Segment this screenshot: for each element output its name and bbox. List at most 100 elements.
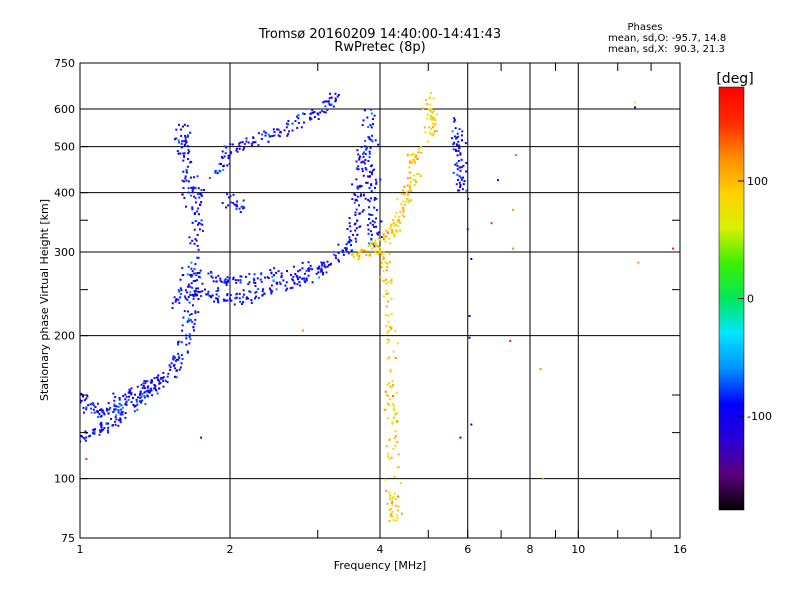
echo-point: [432, 97, 435, 100]
echo-point: [178, 290, 181, 293]
echo-point: [177, 298, 180, 301]
echo-point: [406, 153, 409, 156]
echo-point: [429, 133, 432, 136]
echo-point: [393, 404, 396, 407]
echo-point: [381, 235, 384, 238]
echo-point: [238, 207, 241, 210]
echo-point: [370, 112, 373, 115]
echo-point: [392, 496, 395, 499]
echo-point: [242, 289, 245, 292]
echo-point: [417, 147, 420, 150]
echo-point: [218, 169, 221, 172]
echo-point: [197, 187, 200, 190]
echo-point: [408, 161, 411, 164]
echo-point: [179, 128, 182, 131]
echo-point: [184, 136, 187, 139]
echo-point: [334, 99, 337, 102]
echo-point: [271, 134, 274, 137]
echo-point: [415, 181, 418, 184]
echo-point: [346, 228, 349, 231]
echo-point: [366, 224, 369, 227]
echo-point: [243, 142, 246, 145]
echo-point: [369, 254, 372, 257]
echo-point: [107, 402, 110, 405]
echo-point: [461, 130, 464, 133]
echo-point: [398, 215, 401, 218]
echo-point: [197, 275, 200, 278]
echo-point: [389, 514, 392, 517]
echo-point: [333, 253, 336, 256]
echo-point: [376, 233, 379, 236]
echo-point: [206, 293, 209, 296]
echo-point: [140, 395, 143, 398]
echo-point: [184, 297, 187, 300]
echo-point: [130, 393, 133, 396]
plot-grid: [80, 63, 680, 538]
echo-point: [139, 392, 142, 395]
echo-point: [381, 279, 384, 282]
echo-point: [194, 310, 197, 313]
echo-point: [459, 184, 462, 187]
y-axis-label: Stationary phase Virtual Height [km]: [38, 199, 51, 401]
echo-point: [184, 205, 187, 208]
echo-point: [415, 172, 418, 175]
echo-point: [190, 267, 193, 270]
echo-point: [291, 286, 294, 289]
echo-point: [296, 126, 299, 129]
echo-point: [176, 150, 179, 153]
echo-point: [431, 118, 434, 121]
echo-point: [102, 428, 105, 431]
echo-point: [114, 420, 117, 423]
echo-point: [388, 520, 391, 523]
echo-point: [380, 220, 383, 223]
echo-point: [361, 167, 364, 170]
echo-point: [182, 186, 185, 189]
echo-point: [458, 181, 461, 184]
echo-point: [147, 390, 150, 393]
echo-point: [180, 362, 183, 365]
echo-point: [358, 185, 361, 188]
echo-point: [454, 148, 457, 151]
echo-point: [78, 438, 80, 440]
echo-point: [189, 176, 192, 179]
echo-point: [92, 408, 95, 411]
echo-point: [260, 272, 263, 275]
echo-point: [245, 137, 248, 140]
echo-point: [105, 422, 108, 425]
echo-point: [368, 136, 371, 139]
echo-point: [394, 444, 397, 447]
echo-point: [383, 251, 386, 254]
echo-point: [183, 295, 186, 298]
echo-point: [144, 382, 147, 385]
echo-point: [264, 131, 267, 134]
echo-point: [413, 158, 416, 161]
echo-point: [183, 156, 186, 159]
echo-point: [139, 397, 142, 400]
echo-point: [297, 114, 300, 117]
echo-point: [252, 281, 255, 284]
echo-point: [291, 129, 294, 132]
echo-point: [373, 206, 376, 209]
echo-point: [391, 504, 394, 507]
echo-point: [422, 107, 425, 110]
echo-point: [125, 403, 128, 406]
echo-point: [392, 409, 395, 412]
echo-point: [250, 142, 253, 145]
x-tick-label: 2: [227, 543, 234, 556]
echo-point: [388, 398, 391, 401]
echo-point: [82, 406, 85, 409]
echo-point: [175, 369, 178, 372]
x-axis-ticks: 1 2 4 6 8 10 16: [77, 63, 687, 556]
echo-point: [291, 122, 294, 125]
echo-point: [388, 326, 391, 329]
echo-point: [97, 411, 100, 414]
echo-point: [539, 368, 542, 371]
phase-colorbar: [deg] 100 0 -100: [716, 71, 772, 511]
echo-point: [317, 276, 320, 279]
echo-point: [397, 453, 400, 456]
echo-point: [193, 322, 196, 325]
echo-point: [377, 253, 380, 256]
echo-point: [187, 187, 190, 190]
echo-point: [186, 310, 189, 313]
echo-point: [403, 203, 406, 206]
